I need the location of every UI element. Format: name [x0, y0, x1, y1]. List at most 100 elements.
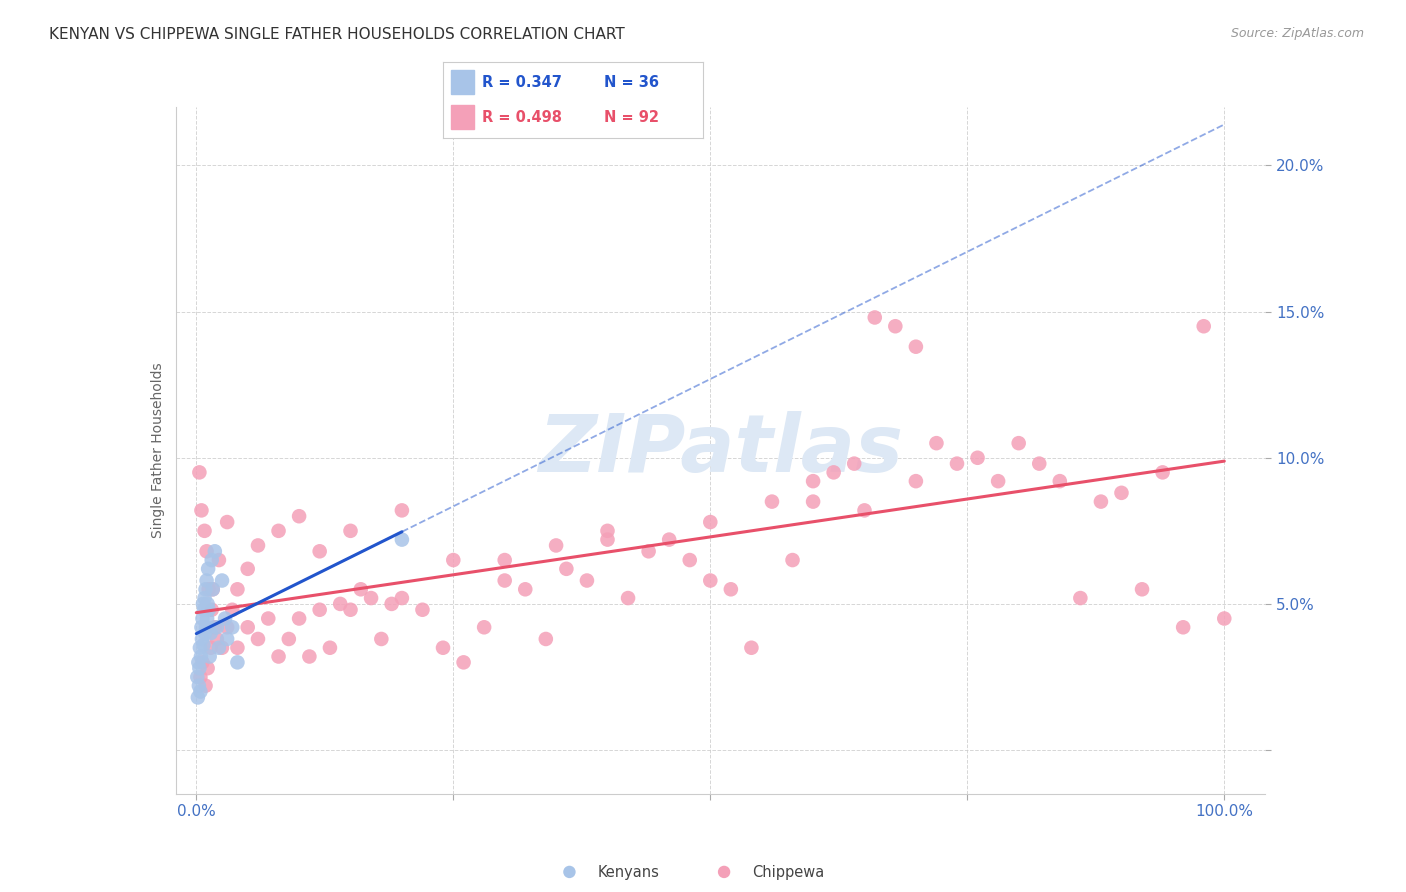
- Point: [432, 640, 454, 655]
- Point: [188, 640, 211, 655]
- Point: [277, 632, 299, 646]
- Point: [246, 632, 269, 646]
- Point: [191, 656, 214, 670]
- Point: [201, 553, 224, 567]
- Point: [1130, 582, 1153, 597]
- Point: [186, 670, 208, 684]
- Point: [200, 626, 222, 640]
- Point: [617, 591, 640, 605]
- Point: [204, 544, 226, 558]
- Point: [339, 603, 361, 617]
- Point: [713, 865, 735, 880]
- Point: [679, 553, 702, 567]
- Point: [370, 632, 392, 646]
- Point: [555, 562, 578, 576]
- Point: [494, 553, 516, 567]
- Point: [720, 582, 742, 597]
- Point: [187, 690, 209, 705]
- Point: [194, 582, 217, 597]
- Point: [1090, 494, 1112, 508]
- Point: [1213, 611, 1236, 625]
- Point: [190, 670, 212, 684]
- Point: [194, 626, 217, 640]
- Text: Kenyans: Kenyans: [598, 865, 659, 880]
- Point: [534, 632, 557, 646]
- Text: N = 36: N = 36: [605, 75, 659, 90]
- Point: [1069, 591, 1091, 605]
- Point: [1152, 466, 1174, 480]
- Point: [699, 515, 721, 529]
- Point: [1008, 436, 1031, 450]
- Point: [987, 474, 1010, 488]
- Point: [188, 661, 211, 675]
- Point: [1192, 319, 1215, 334]
- Text: Source: ZipAtlas.com: Source: ZipAtlas.com: [1230, 27, 1364, 40]
- Point: [658, 533, 681, 547]
- Point: [801, 494, 824, 508]
- Point: [350, 582, 373, 597]
- Point: [193, 591, 215, 605]
- Point: [226, 640, 249, 655]
- Point: [391, 503, 413, 517]
- Point: [339, 524, 361, 538]
- Point: [198, 649, 221, 664]
- Point: [1173, 620, 1195, 634]
- Point: [193, 524, 215, 538]
- Text: R = 0.498: R = 0.498: [482, 110, 562, 125]
- Bar: [451, 70, 474, 95]
- Point: [267, 649, 290, 664]
- Point: [823, 466, 845, 480]
- Point: [575, 574, 598, 588]
- Point: [197, 661, 219, 675]
- Point: [925, 436, 948, 450]
- Point: [308, 603, 330, 617]
- Point: [187, 656, 209, 670]
- Point: [381, 597, 404, 611]
- Point: [200, 640, 222, 655]
- Point: [208, 553, 231, 567]
- Text: R = 0.347: R = 0.347: [482, 75, 562, 90]
- Point: [257, 611, 280, 625]
- Point: [201, 582, 224, 597]
- Point: [288, 611, 311, 625]
- Point: [211, 574, 233, 588]
- Point: [195, 620, 218, 634]
- Point: [195, 574, 218, 588]
- Point: [863, 310, 886, 325]
- Point: [236, 620, 259, 634]
- Point: [205, 632, 228, 646]
- Point: [391, 533, 413, 547]
- Point: [205, 620, 228, 634]
- Point: [217, 515, 239, 529]
- Point: [472, 620, 495, 634]
- Point: [904, 340, 927, 354]
- Point: [1111, 486, 1133, 500]
- Point: [211, 640, 233, 655]
- Point: [308, 544, 330, 558]
- Point: [190, 503, 212, 517]
- Point: [197, 582, 219, 597]
- Point: [453, 656, 475, 670]
- Point: [188, 466, 211, 480]
- Point: [966, 450, 988, 465]
- Point: [699, 574, 721, 588]
- Point: [217, 620, 239, 634]
- Point: [190, 620, 212, 634]
- Point: [884, 319, 907, 334]
- Point: [191, 611, 214, 625]
- Bar: [451, 105, 474, 129]
- Point: [329, 597, 352, 611]
- Point: [1049, 474, 1071, 488]
- Point: [214, 611, 236, 625]
- Point: [853, 503, 876, 517]
- Point: [441, 553, 464, 567]
- Point: [194, 679, 217, 693]
- Point: [298, 649, 321, 664]
- Point: [190, 649, 212, 664]
- Point: [204, 620, 226, 634]
- Point: [267, 524, 290, 538]
- Point: [637, 544, 659, 558]
- Point: [761, 494, 783, 508]
- Point: [411, 603, 433, 617]
- Point: [201, 582, 224, 597]
